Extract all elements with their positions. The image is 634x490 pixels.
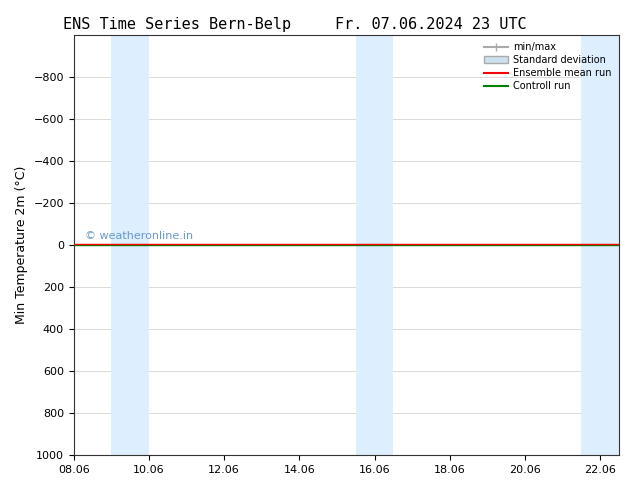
Bar bbox=[112, 35, 149, 455]
Y-axis label: Min Temperature 2m (°C): Min Temperature 2m (°C) bbox=[15, 166, 28, 324]
Bar bbox=[149, 35, 356, 455]
Text: Fr. 07.06.2024 23 UTC: Fr. 07.06.2024 23 UTC bbox=[335, 17, 527, 32]
Bar bbox=[356, 35, 393, 455]
Text: © weatheronline.in: © weatheronline.in bbox=[85, 231, 193, 241]
Bar bbox=[393, 35, 581, 455]
Legend: min/max, Standard deviation, Ensemble mean run, Controll run: min/max, Standard deviation, Ensemble me… bbox=[481, 40, 614, 94]
Bar bbox=[581, 35, 619, 455]
Text: ENS Time Series Bern-Belp: ENS Time Series Bern-Belp bbox=[63, 17, 292, 32]
Bar bbox=[74, 35, 112, 455]
